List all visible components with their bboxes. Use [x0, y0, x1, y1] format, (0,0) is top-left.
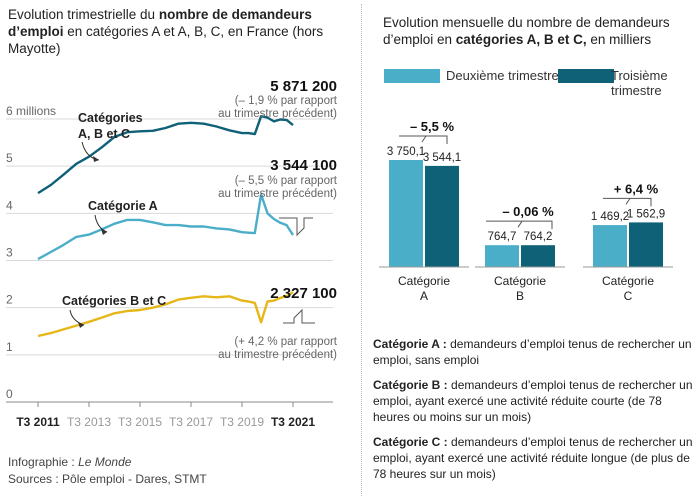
legend-swatch-q2	[384, 69, 440, 83]
value-abc: 5 871 200	[270, 78, 337, 95]
credit: Infographie : Le Monde	[8, 454, 207, 471]
definition-c-text: demandeurs d’emploi tenus de rechercher …	[373, 435, 693, 481]
leader-abc-arrow	[93, 156, 99, 162]
series-line-1	[37, 193, 295, 261]
panel-divider	[361, 4, 362, 496]
y-tick-label-5: 5	[6, 151, 13, 165]
definition-b-term: Catégorie B :	[373, 378, 448, 392]
definition-a-term: Catégorie A :	[373, 337, 447, 351]
bar-label-0-1: 3 544,1	[423, 152, 461, 164]
y-tick-label-4: 4	[6, 198, 13, 212]
series-line-2	[37, 291, 294, 338]
note-bc-2: au trimestre précédent)	[218, 349, 337, 361]
bar-1-0	[485, 245, 519, 267]
change-label-2: + 6,4 %	[614, 181, 659, 196]
x-tick-label-3: T3 2017	[169, 415, 213, 429]
category-label-2: Catégorie C	[602, 274, 654, 303]
right-chart-title: Evolution mensuelle du nombre de demande…	[383, 14, 693, 48]
leader-a-arrow	[101, 229, 107, 235]
legend-label-q3: Troisième trimestre	[611, 68, 668, 98]
x-tick-label-1: T3 2013	[67, 415, 111, 429]
change-tick-0	[421, 135, 427, 143]
y-tick-label-6: 6 millions	[6, 104, 56, 118]
bar-chart: 3 750,13 544,1 Catégorie A – 5,5 % 764,7 764,…	[379, 119, 673, 303]
x-tick-label-5: T3 2021	[271, 415, 315, 429]
definition-a-text: demandeurs d’emploi tenus de rechercher …	[373, 337, 692, 367]
definition-a: Catégorie A : demandeurs d’emploi tenus …	[373, 336, 695, 368]
bar-label-0-0: 3 750,1	[387, 146, 425, 158]
y-tick-label-0: 0	[6, 387, 13, 401]
left-title-post: en catégories A et A, B, C, en France (h…	[8, 24, 324, 56]
legend-label-q2: Deuxième trimestre	[446, 68, 559, 83]
right-title-bold: catégories A, B et C,	[455, 32, 587, 47]
bar-0-1	[425, 165, 459, 267]
bar-label-2-1: 1 562,9	[627, 208, 665, 220]
note-a-1: (– 5,5 % par rapport	[235, 175, 338, 187]
change-tick-1	[517, 220, 523, 228]
note-bc-1: (+ 4,2 % par rapport	[234, 336, 337, 348]
definition-b-text: demandeurs d’emploi tenus de rechercher …	[373, 378, 693, 424]
footer: Infographie : Le Monde Sources : Pôle em…	[8, 454, 207, 488]
category-label-0: Catégorie A	[398, 274, 450, 303]
x-tick-label-2: T3 2015	[118, 415, 162, 429]
series-label-abc-2: A, B et C	[78, 127, 130, 141]
change-bracket-1	[486, 220, 553, 230]
definition-c-term: Catégorie C :	[373, 435, 448, 449]
x-tick-label-4: T3 2019	[220, 415, 264, 429]
y-tick-label-1: 1	[6, 340, 13, 354]
y-tick-label-2: 2	[6, 293, 13, 307]
right-title-post: en milliers	[586, 32, 652, 47]
bar-label-1-1: 764,2	[524, 231, 553, 243]
left-chart-title: Evolution trimestrielle du nombre de dem…	[8, 6, 358, 57]
sources: Sources : Pôle emploi - Dares, STMT	[8, 472, 207, 486]
x-tick-label-0: T3 2011	[16, 415, 60, 429]
bar-2-0	[593, 225, 627, 267]
credit-label: Infographie :	[8, 455, 79, 469]
bar-0-0	[389, 160, 423, 267]
value-a: 3 544 100	[270, 157, 337, 174]
note-a-2: au trimestre précédent)	[218, 188, 337, 200]
credit-name: Le Monde	[78, 455, 132, 469]
definition-c: Catégorie C : demandeurs d’emploi tenus …	[373, 434, 695, 482]
change-bracket-0	[399, 135, 448, 144]
series-label-abc-1: Catégories	[78, 111, 143, 125]
change-tick-2	[625, 198, 631, 205]
category-label-1: Catégorie B	[494, 274, 546, 303]
left-title-pre: Evolution trimestrielle du	[8, 7, 159, 22]
step-marker-a	[279, 217, 313, 237]
bar-1-1	[521, 245, 555, 267]
leader-bc-arrow	[78, 322, 84, 328]
definitions: Catégorie A : demandeurs d’emploi tenus …	[373, 336, 695, 491]
definition-b: Catégorie B : demandeurs d’emploi tenus …	[373, 377, 695, 425]
right-title-pre: Evolution mensuelle du nombre de demande…	[383, 15, 670, 47]
change-label-1: – 0,06 %	[502, 204, 554, 219]
bar-label-2-0: 1 469,2	[591, 211, 629, 223]
series-line-0	[37, 115, 294, 195]
bar-label-1-0: 764,7	[488, 231, 517, 243]
series-label-bc: Catégories B et C	[62, 294, 166, 308]
legend-swatch-q3	[558, 69, 614, 83]
change-bracket-2	[603, 197, 652, 207]
y-tick-label-3: 3	[6, 246, 13, 260]
left-title-bold: nombre de demandeurs d’emploi	[8, 7, 312, 39]
series-label-a: Catégorie A	[88, 199, 158, 213]
note-abc-1: (– 1,9 % par rapport	[235, 95, 338, 107]
change-label-0: – 5,5 %	[410, 119, 455, 134]
value-bc: 2 327 100	[270, 285, 337, 302]
bar-2-1	[629, 222, 663, 267]
note-abc-2: au trimestre précédent)	[218, 108, 337, 120]
step-marker-bc	[283, 308, 315, 324]
line-chart: 0 1 2 3 4 5 6 millions T3 2011 T3 2013 T3 2015 T3 …	[6, 78, 338, 429]
